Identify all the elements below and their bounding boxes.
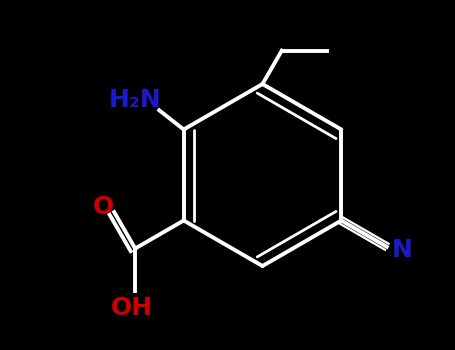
Text: H₂N: H₂N	[108, 88, 161, 112]
Text: O: O	[93, 195, 114, 219]
Text: N: N	[392, 238, 413, 262]
Text: OH: OH	[111, 296, 153, 320]
